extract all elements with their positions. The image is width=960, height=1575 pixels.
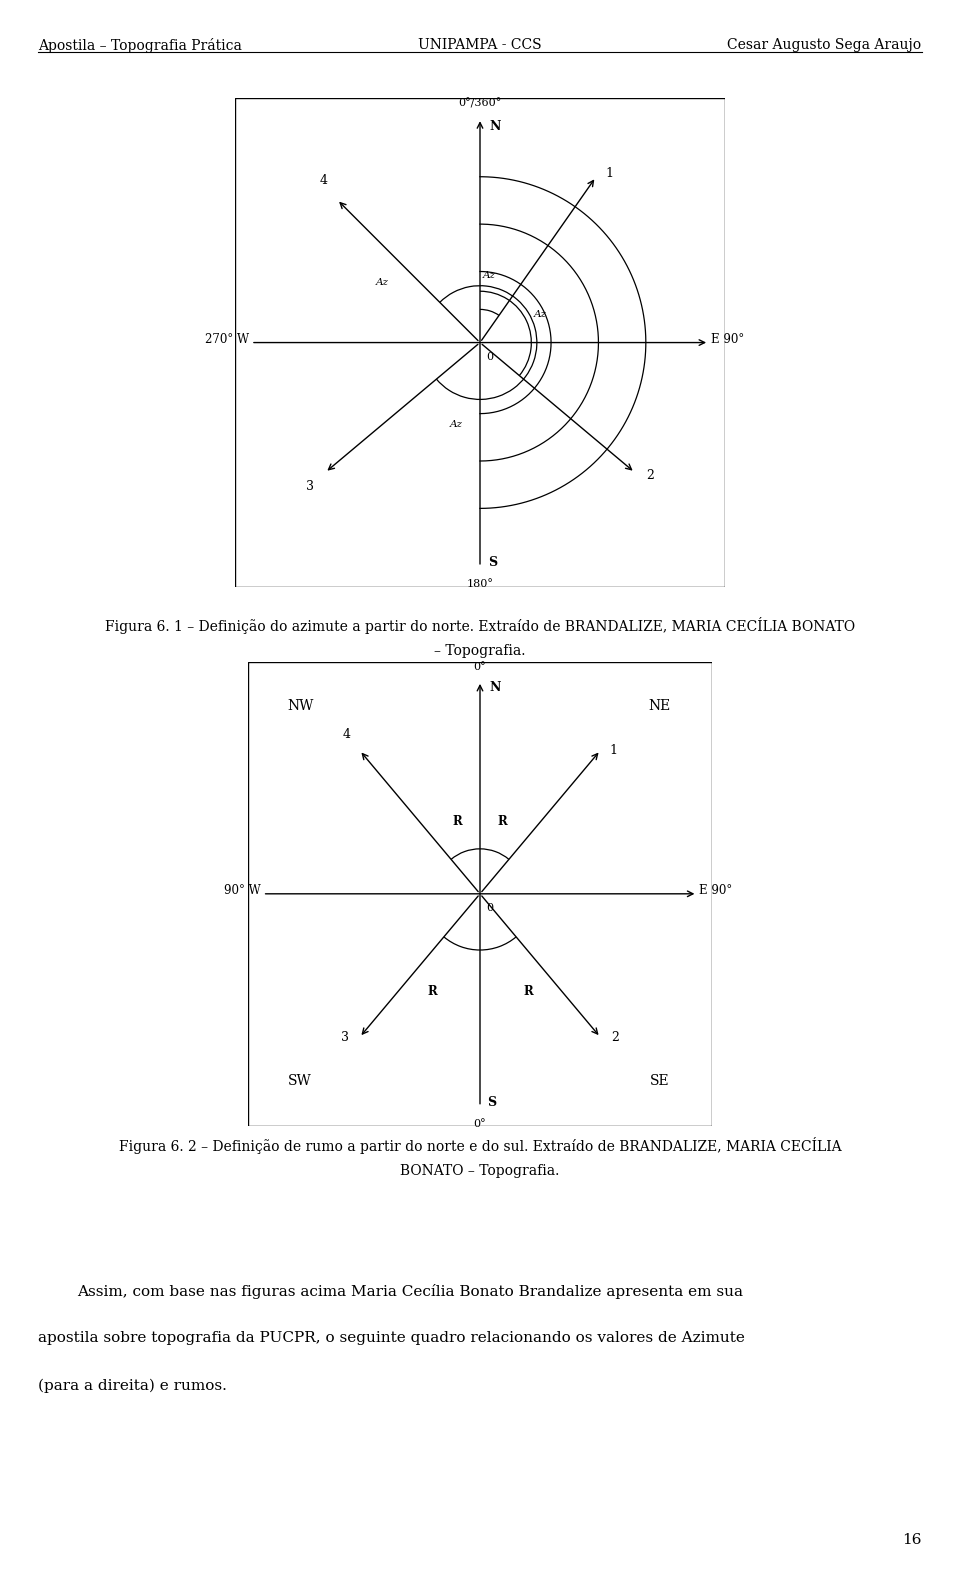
Text: 1: 1 bbox=[606, 167, 613, 180]
Text: Az: Az bbox=[450, 421, 463, 430]
Text: SE: SE bbox=[650, 1074, 670, 1088]
Text: N: N bbox=[490, 120, 501, 132]
Text: E 90°: E 90° bbox=[710, 332, 744, 346]
Text: S: S bbox=[488, 556, 497, 569]
Text: 0: 0 bbox=[486, 902, 493, 913]
Text: – Topografia.: – Topografia. bbox=[434, 644, 526, 658]
Text: R: R bbox=[453, 816, 463, 828]
Text: NW: NW bbox=[287, 699, 313, 713]
Text: 1: 1 bbox=[610, 743, 617, 758]
Text: 0°: 0° bbox=[473, 1118, 487, 1129]
Text: 4: 4 bbox=[320, 173, 327, 187]
Text: 3: 3 bbox=[341, 1030, 349, 1044]
Text: Az: Az bbox=[375, 279, 389, 287]
Text: Assim, com base nas figuras acima Maria Cecília Bonato Brandalize apresenta em s: Assim, com base nas figuras acima Maria … bbox=[77, 1284, 743, 1299]
Text: 0: 0 bbox=[487, 353, 493, 362]
Text: SW: SW bbox=[288, 1074, 312, 1088]
Text: BONATO – Topografia.: BONATO – Topografia. bbox=[400, 1164, 560, 1178]
Text: UNIPAMPA - CCS: UNIPAMPA - CCS bbox=[419, 38, 541, 52]
Text: 2: 2 bbox=[611, 1030, 619, 1044]
Text: NE: NE bbox=[649, 699, 671, 713]
Text: 3: 3 bbox=[306, 480, 314, 493]
Text: (para a direita) e rumos.: (para a direita) e rumos. bbox=[38, 1378, 228, 1392]
Text: R: R bbox=[427, 984, 437, 997]
Text: S: S bbox=[488, 1096, 496, 1109]
Text: R: R bbox=[497, 816, 507, 828]
Text: 0°/360°: 0°/360° bbox=[458, 99, 502, 109]
Text: 90° W: 90° W bbox=[225, 884, 261, 898]
Text: Figura 6. 1 – Definição do azimute a partir do norte. Extraído de BRANDALIZE, MA: Figura 6. 1 – Definição do azimute a par… bbox=[105, 617, 855, 635]
Text: apostila sobre topografia da PUCPR, o seguinte quadro relacionando os valores de: apostila sobre topografia da PUCPR, o se… bbox=[38, 1331, 745, 1345]
Text: 2: 2 bbox=[646, 469, 654, 482]
Text: Figura 6. 2 – Definição de rumo a partir do norte e do sul. Extraído de BRANDALI: Figura 6. 2 – Definição de rumo a partir… bbox=[119, 1137, 841, 1154]
Text: Apostila – Topografia Prática: Apostila – Topografia Prática bbox=[38, 38, 242, 54]
Text: 16: 16 bbox=[902, 1532, 922, 1547]
Text: 270° W: 270° W bbox=[205, 332, 250, 346]
Text: E 90°: E 90° bbox=[699, 884, 732, 898]
Text: 0°: 0° bbox=[473, 662, 487, 673]
Text: Az: Az bbox=[483, 271, 495, 280]
Text: 4: 4 bbox=[343, 728, 350, 742]
Text: Az: Az bbox=[534, 310, 546, 320]
Text: 180°: 180° bbox=[467, 580, 493, 589]
Text: N: N bbox=[489, 682, 500, 695]
Text: Cesar Augusto Sega Araujo: Cesar Augusto Sega Araujo bbox=[728, 38, 922, 52]
Text: R: R bbox=[523, 984, 533, 997]
